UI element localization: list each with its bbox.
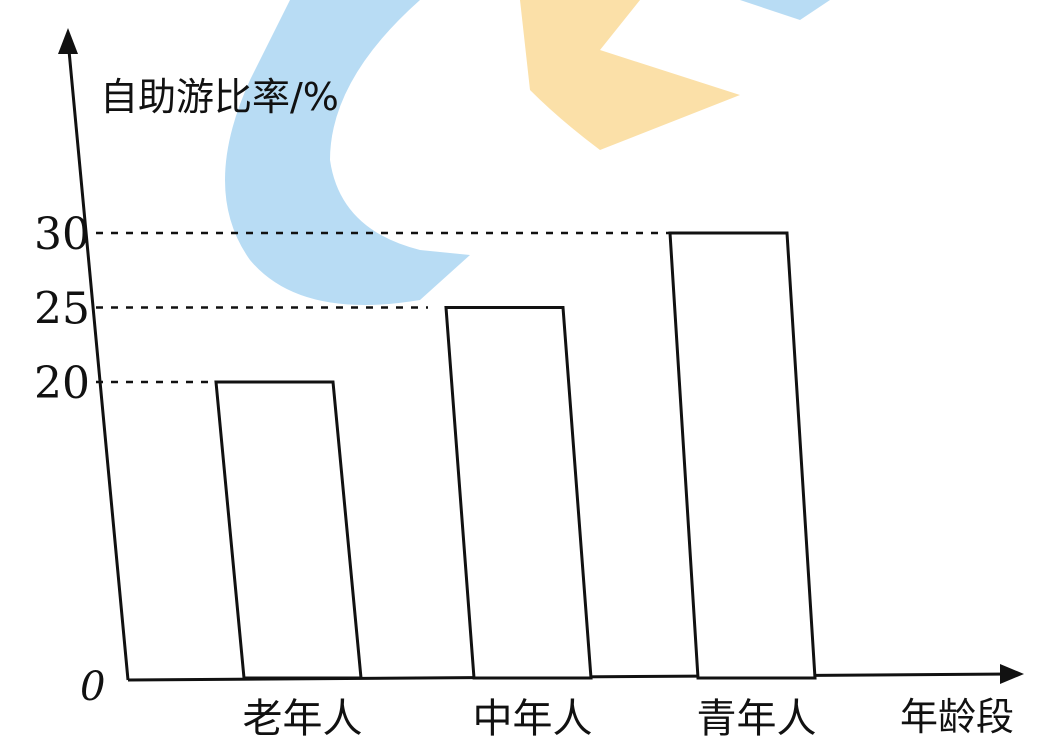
bar-3: [668, 231, 817, 680]
y-tick-label-2: 25: [34, 284, 90, 335]
y-axis-arrow: [58, 28, 78, 54]
y-tick-label-1: 20: [34, 358, 90, 409]
y-axis-title: 自助游比率/%: [100, 75, 339, 119]
origin-label: 0: [80, 664, 105, 710]
watermark-logo: [225, 0, 830, 305]
bars: [214, 231, 817, 680]
category-labels: 老年人 中年人 青年人: [243, 696, 817, 742]
x-axis-arrow: [1000, 664, 1024, 684]
x-axis-title: 年龄段: [900, 695, 1014, 739]
category-label-2: 中年人: [473, 696, 593, 742]
y-axis: [66, 39, 130, 681]
category-label-3: 青年人: [697, 696, 817, 742]
bar-1: [214, 380, 363, 680]
y-tick-labels: 20 25 30: [34, 209, 90, 409]
category-label-1: 老年人: [243, 696, 363, 742]
bar-2: [444, 306, 593, 680]
guide-lines: [96, 231, 670, 384]
y-tick-label-3: 30: [34, 209, 90, 260]
